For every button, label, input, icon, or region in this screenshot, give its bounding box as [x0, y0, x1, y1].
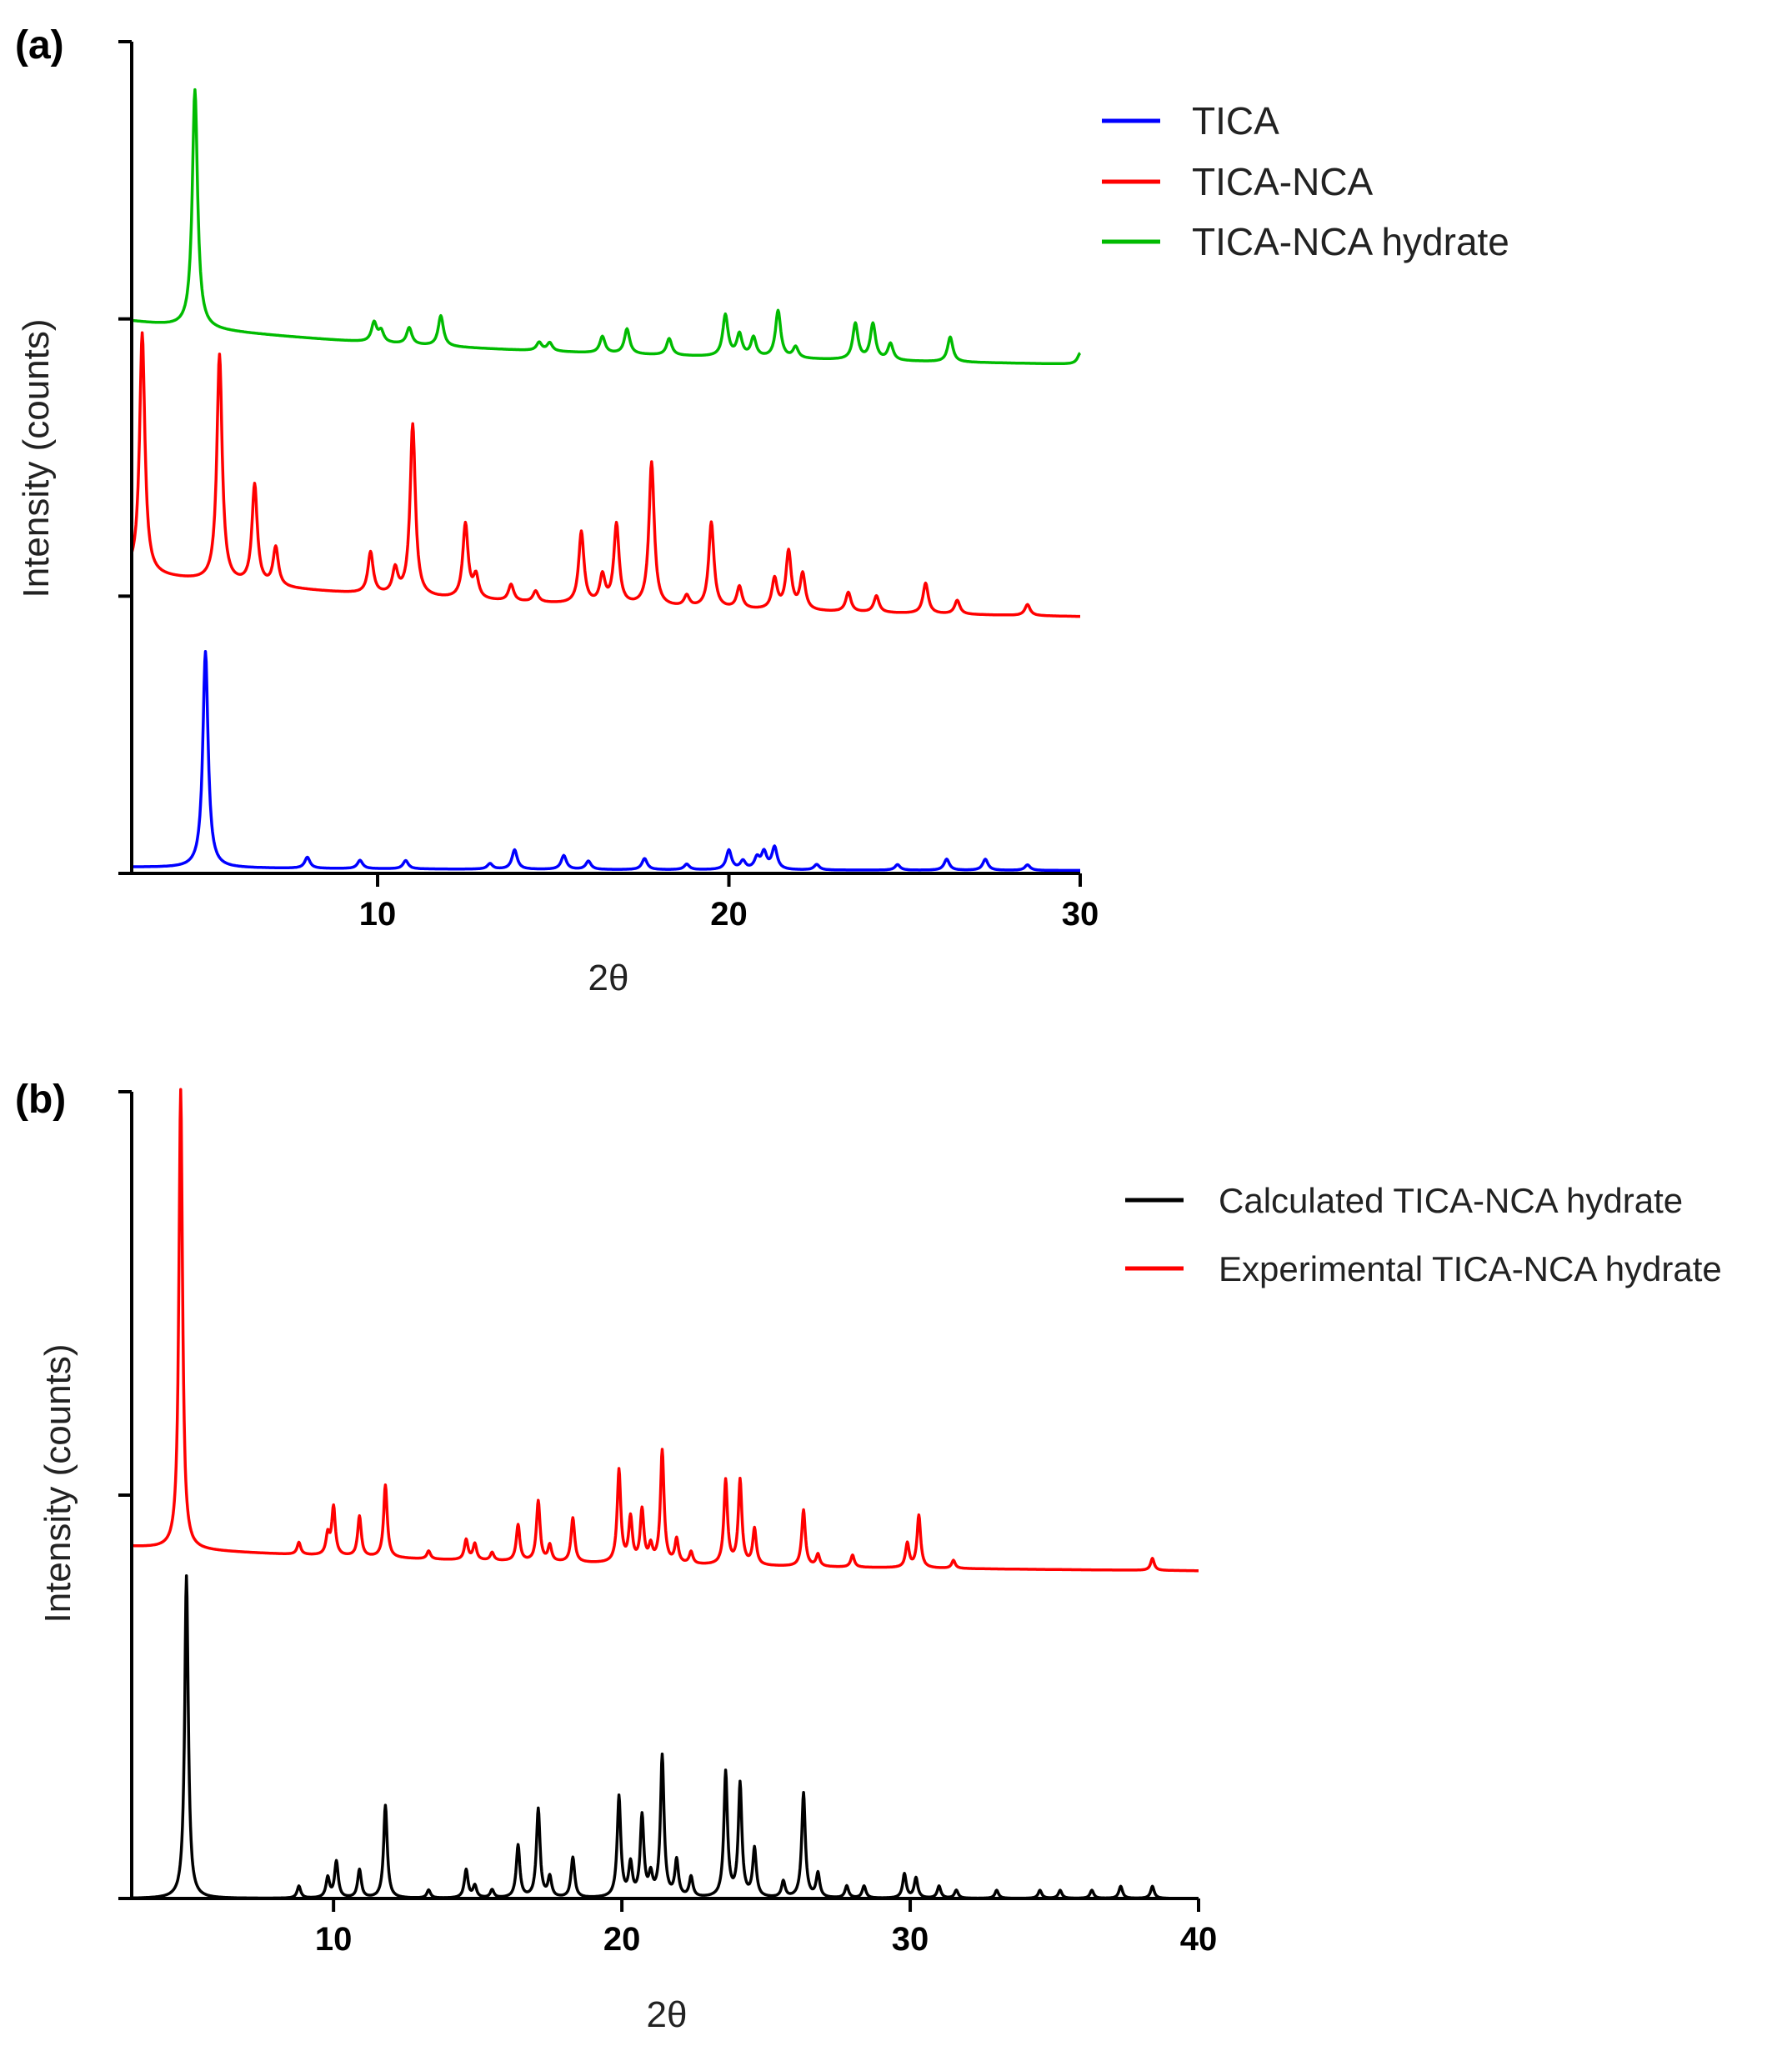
x-tick-label: 40	[1180, 1921, 1218, 1958]
series-line-calculated-tica-nca-hydrate	[130, 1573, 1200, 1900]
series-line-tica	[131, 650, 1081, 873]
panel-a-label: (a)	[15, 23, 64, 68]
legend-label-tica: TICA	[1192, 99, 1279, 143]
panel-a: (a) 10 20 30 2θ Intensity (counts) TICA TI…	[15, 23, 1509, 998]
x-tick-label: 30	[892, 1921, 929, 1958]
panel-b-label: (b)	[15, 1078, 66, 1122]
x-tick-label: 20	[710, 896, 748, 933]
legend-label-tica-nca-hydrate: TICA-NCA hydrate	[1192, 220, 1509, 263]
panel-b-ticks: 10 20 30 40	[118, 1090, 1218, 1958]
panel-a-plot	[130, 88, 1082, 873]
panel-a-ticks: 10 20 30	[118, 40, 1099, 933]
x-tick-label: 20	[603, 1921, 641, 1958]
panel-a-x-title: 2θ	[588, 958, 629, 998]
legend-label-tica-nca: TICA-NCA	[1192, 160, 1374, 203]
panel-b-y-title: Intensity (counts)	[38, 1343, 78, 1623]
panel-b-x-title: 2θ	[647, 1994, 688, 2035]
panel-a-y-title: Intensity (counts)	[16, 318, 57, 598]
x-tick-label: 10	[315, 1921, 353, 1958]
series-line-tica-nca-hydrate	[131, 88, 1082, 366]
legend-label-calculated: Calculated TICA-NCA hydrate	[1219, 1181, 1683, 1220]
legend-label-experimental: Experimental TICA-NCA hydrate	[1219, 1249, 1722, 1288]
x-tick-label: 10	[359, 896, 397, 933]
panel-b: (b) 10 20 30 40 2θ Intensity (counts) Calcu…	[15, 1078, 1722, 2035]
panel-b-legend: Calculated TICA-NCA hydrate Experimental…	[1125, 1181, 1722, 1288]
series-line-tica-nca	[130, 331, 1081, 618]
panel-a-legend: TICA TICA-NCA TICA-NCA hydrate	[1102, 99, 1509, 263]
panel-b-plot	[130, 1088, 1200, 1900]
x-tick-label: 30	[1062, 896, 1099, 933]
series-line-experimental-tica-nca-hydrate	[130, 1088, 1200, 1573]
